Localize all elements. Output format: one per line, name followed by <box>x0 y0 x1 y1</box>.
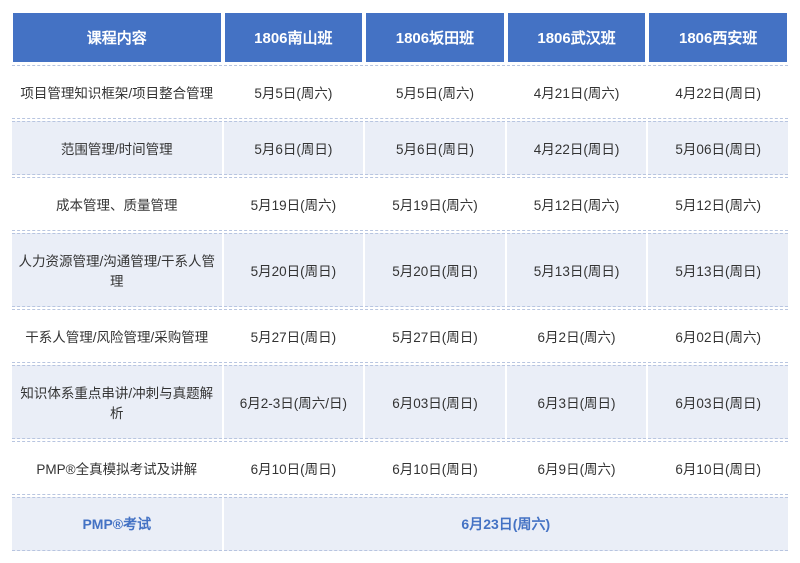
table-row: PMP®全真模拟考试及讲解 6月10日(周日) 6月10日(周日) 6月9日(周… <box>12 441 788 495</box>
cell-xian: 4月22日(周日) <box>648 65 788 119</box>
table-header-row: 课程内容 1806南山班 1806坂田班 1806武汉班 1806西安班 <box>12 12 788 63</box>
cell-wuhan: 4月21日(周六) <box>507 65 647 119</box>
table-row: 项目管理知识框架/项目整合管理 5月5日(周六) 5月5日(周六) 4月21日(… <box>12 65 788 119</box>
cell-course: 干系人管理/风险管理/采购管理 <box>12 309 222 363</box>
table-body: 项目管理知识框架/项目整合管理 5月5日(周六) 5月5日(周六) 4月21日(… <box>12 65 788 551</box>
cell-nanshan: 6月10日(周日) <box>224 441 364 495</box>
cell-course: 范围管理/时间管理 <box>12 121 222 175</box>
cell-bantian: 5月19日(周六) <box>365 177 505 231</box>
col-header-xian: 1806西安班 <box>648 12 788 63</box>
cell-nanshan: 5月5日(周六) <box>224 65 364 119</box>
cell-course: 项目管理知识框架/项目整合管理 <box>12 65 222 119</box>
cell-nanshan: 5月27日(周日) <box>224 309 364 363</box>
cell-wuhan: 5月13日(周日) <box>507 233 647 307</box>
cell-course: 人力资源管理/沟通管理/干系人管理 <box>12 233 222 307</box>
cell-nanshan: 5月20日(周日) <box>224 233 364 307</box>
cell-xian: 6月10日(周日) <box>648 441 788 495</box>
col-header-wuhan: 1806武汉班 <box>507 12 647 63</box>
cell-xian: 5月06日(周日) <box>648 121 788 175</box>
col-header-nanshan: 1806南山班 <box>224 12 364 63</box>
cell-wuhan: 5月12日(周六) <box>507 177 647 231</box>
table-row: 干系人管理/风险管理/采购管理 5月27日(周日) 5月27日(周日) 6月2日… <box>12 309 788 363</box>
cell-wuhan: 6月9日(周六) <box>507 441 647 495</box>
footer-value: 6月23日(周六) <box>224 497 788 551</box>
cell-bantian: 5月27日(周日) <box>365 309 505 363</box>
cell-course: PMP®全真模拟考试及讲解 <box>12 441 222 495</box>
cell-wuhan: 6月2日(周六) <box>507 309 647 363</box>
cell-nanshan: 5月19日(周六) <box>224 177 364 231</box>
cell-bantian: 6月03日(周日) <box>365 365 505 439</box>
cell-nanshan: 6月2-3日(周六/日) <box>224 365 364 439</box>
cell-xian: 6月03日(周日) <box>648 365 788 439</box>
table-row: 人力资源管理/沟通管理/干系人管理 5月20日(周日) 5月20日(周日) 5月… <box>12 233 788 307</box>
cell-course: 成本管理、质量管理 <box>12 177 222 231</box>
schedule-table: 课程内容 1806南山班 1806坂田班 1806武汉班 1806西安班 项目管… <box>10 10 790 553</box>
cell-bantian: 5月5日(周六) <box>365 65 505 119</box>
cell-bantian: 5月6日(周日) <box>365 121 505 175</box>
cell-bantian: 6月10日(周日) <box>365 441 505 495</box>
col-header-bantian: 1806坂田班 <box>365 12 505 63</box>
col-header-course: 课程内容 <box>12 12 222 63</box>
cell-nanshan: 5月6日(周日) <box>224 121 364 175</box>
footer-label: PMP®考试 <box>12 497 222 551</box>
table-row: 成本管理、质量管理 5月19日(周六) 5月19日(周六) 5月12日(周六) … <box>12 177 788 231</box>
cell-xian: 6月02日(周六) <box>648 309 788 363</box>
cell-wuhan: 6月3日(周日) <box>507 365 647 439</box>
table-row: 范围管理/时间管理 5月6日(周日) 5月6日(周日) 4月22日(周日) 5月… <box>12 121 788 175</box>
cell-course: 知识体系重点串讲/冲刺与真题解析 <box>12 365 222 439</box>
table-row: 知识体系重点串讲/冲刺与真题解析 6月2-3日(周六/日) 6月03日(周日) … <box>12 365 788 439</box>
table-footer-row: PMP®考试 6月23日(周六) <box>12 497 788 551</box>
cell-wuhan: 4月22日(周日) <box>507 121 647 175</box>
cell-bantian: 5月20日(周日) <box>365 233 505 307</box>
cell-xian: 5月13日(周日) <box>648 233 788 307</box>
cell-xian: 5月12日(周六) <box>648 177 788 231</box>
